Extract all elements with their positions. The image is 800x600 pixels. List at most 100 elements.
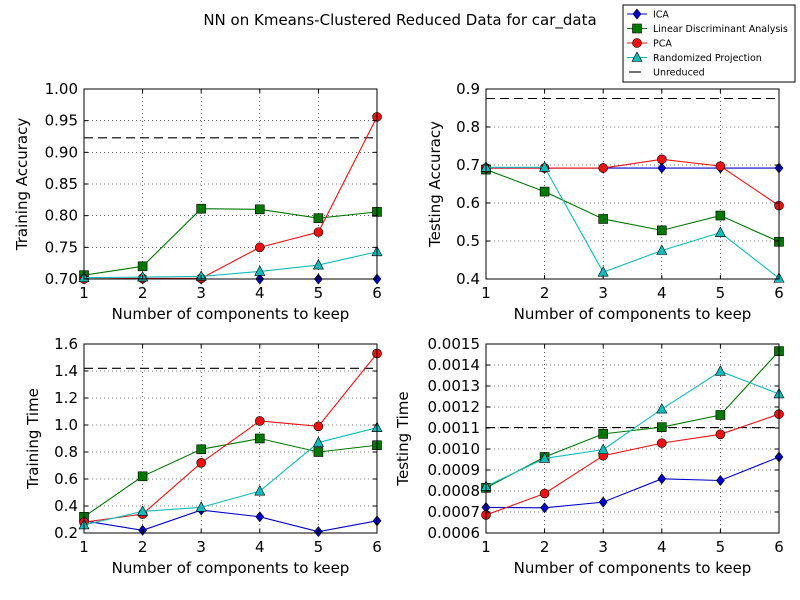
x-tick-label: 3: [196, 284, 206, 302]
data-point-linear-discriminant-analysis: [656, 422, 667, 432]
y-tick-label: 0.0012: [428, 398, 481, 416]
subplot-testing-accuracy: 1 2 3 4 5 6 0.4 0.5 0.6 0.7 0.8 0.9 Number of compon…: [426, 80, 785, 323]
legend-label: Unreduced: [653, 68, 705, 79]
data-point-pca: [313, 227, 324, 237]
x-tick-label: 4: [657, 284, 667, 302]
figure-title: NN on Kmeans-Clustered Reduced Data for …: [203, 11, 596, 30]
series-line-pca: [486, 158, 780, 207]
data-point-linear-discriminant-analysis: [255, 204, 265, 215]
series-randomized-projection: [78, 421, 383, 530]
y-tick-label: 0.2: [54, 524, 78, 542]
y-tick-label: 0.8: [54, 443, 78, 461]
series-randomized-projection: [480, 161, 785, 283]
y-tick-label: 0.80: [45, 207, 78, 225]
data-point-linear-discriminant-analysis: [313, 213, 324, 223]
x-tick-label: 4: [255, 284, 265, 302]
x-tick-label: 5: [314, 284, 324, 302]
subplot-training-accuracy: 1 2 3 4 5 6 0.70 0.75 0.80 0.85 0.90 0.95 1.00 Number…: [13, 80, 383, 323]
x-tick-label: 1: [481, 284, 491, 302]
data-point-randomized-projection: [312, 436, 324, 447]
legend-marker-icon: [632, 38, 642, 48]
data-point-linear-discriminant-analysis: [313, 447, 324, 457]
y-axis-label: Training Time: [24, 388, 42, 490]
x-tick-label: 1: [79, 284, 89, 302]
x-tick-label: 1: [481, 538, 491, 556]
x-axis-label: Number of components to keep: [514, 559, 752, 577]
data-point-randomized-projection: [312, 258, 324, 270]
data-point-randomized-projection: [137, 505, 149, 516]
data-point-randomized-projection: [597, 443, 609, 454]
data-point-randomized-projection: [714, 226, 726, 237]
series-line-randomized-projection: [83, 427, 378, 526]
y-tick-label: 0.6: [54, 470, 78, 488]
data-point-linear-discriminant-analysis: [598, 429, 609, 439]
x-tick-label: 5: [314, 538, 324, 556]
data-point-ica: [657, 162, 667, 174]
y-axis-label: Testing Time: [394, 391, 412, 486]
data-point-linear-discriminant-analysis: [715, 410, 726, 420]
legend-entry-pca: PCA: [627, 38, 672, 50]
data-point-pca: [539, 488, 550, 499]
x-tick-label: 3: [196, 538, 206, 556]
data-point-pca: [715, 429, 726, 440]
axes-frame: [83, 343, 378, 534]
y-axis-label: Training Accuracy: [13, 118, 31, 252]
y-tick-label: 0.90: [45, 143, 78, 161]
x-tick-label: 6: [774, 538, 784, 556]
data-point-pca: [254, 416, 265, 426]
x-tick-label: 2: [138, 284, 148, 302]
y-tick-label: 0.75: [45, 238, 78, 256]
y-tick-label: 0.0010: [428, 440, 481, 458]
y-tick-label: 1.0: [54, 416, 78, 434]
subplot-testing-time: 1 2 3 4 5 6 0.0006 0.0007 0.0008 0.0009 0.0010 0.00…: [394, 335, 785, 577]
y-tick-label: 0.0015: [428, 335, 481, 353]
y-axis-label: Testing Accuracy: [426, 121, 444, 248]
x-tick-label: 6: [372, 538, 382, 556]
x-tick-label: 1: [79, 538, 89, 556]
legend-label: Linear Discriminant Analysis: [653, 24, 788, 35]
x-tick-label: 3: [598, 538, 608, 556]
x-axis-label: Number of components to keep: [112, 305, 350, 323]
y-tick-label: 0.0006: [428, 524, 481, 542]
x-tick-label: 2: [540, 284, 550, 302]
data-point-linear-discriminant-analysis: [539, 186, 550, 197]
legend-marker-icon: [632, 23, 642, 34]
data-point-linear-discriminant-analysis: [196, 203, 206, 214]
data-point-ica: [657, 473, 667, 485]
series-line-linear-discriminant-analysis: [485, 169, 780, 243]
data-point-randomized-projection: [539, 161, 551, 172]
y-tick-label: 0.0014: [428, 356, 481, 374]
data-point-pca: [313, 421, 324, 432]
legend-marker-icon: [631, 51, 643, 62]
y-tick-label: 0.85: [45, 175, 78, 193]
data-point-randomized-projection: [254, 485, 266, 496]
legend-box: [622, 4, 796, 83]
data-point-pca: [715, 161, 726, 171]
data-point-ica: [255, 511, 265, 523]
data-point-ica: [540, 502, 549, 514]
y-tick-label: 0.0008: [428, 482, 481, 500]
data-point-linear-discriminant-analysis: [598, 214, 609, 224]
data-point-randomized-projection: [195, 501, 207, 512]
x-axis-label: Number of components to keep: [514, 305, 752, 323]
legend-entry-linear-discriminant-analysis: Linear Discriminant Analysis: [627, 23, 788, 35]
y-tick-label: 0.95: [45, 112, 78, 130]
data-point-linear-discriminant-analysis: [656, 225, 667, 236]
y-tick-label: 1.00: [45, 80, 78, 98]
x-tick-label: 6: [774, 284, 784, 302]
x-tick-label: 4: [657, 538, 667, 556]
axes-frame: [485, 88, 780, 280]
series-line-pca: [83, 353, 378, 523]
series-line-pca: [485, 413, 780, 516]
legend-label: PCA: [653, 39, 672, 50]
data-point-pca: [656, 438, 667, 448]
legend-entry-unreduced: Unreduced: [629, 68, 705, 79]
data-point-randomized-projection: [656, 402, 668, 414]
series-line-randomized-projection: [83, 251, 378, 279]
y-tick-label: 0.6: [456, 194, 480, 212]
data-point-linear-discriminant-analysis: [255, 433, 265, 444]
y-tick-label: 0.0013: [428, 377, 481, 395]
series-line-ica: [485, 456, 780, 509]
x-tick-label: 2: [540, 538, 550, 556]
y-tick-label: 1.2: [54, 389, 78, 407]
